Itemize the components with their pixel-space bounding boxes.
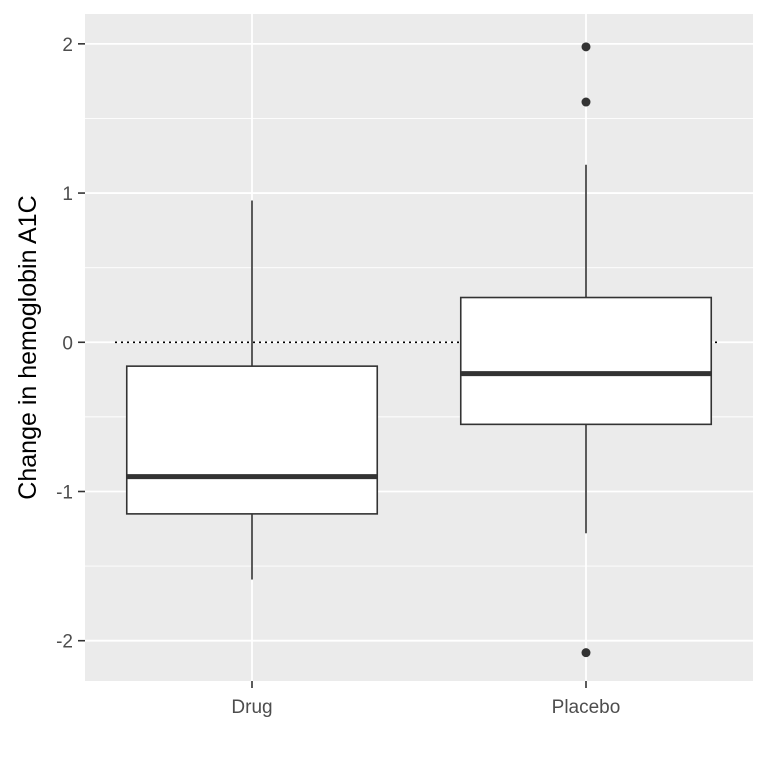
y-tick-label: -1 [56,482,73,503]
box-iqr [125,365,379,515]
outlier-point [581,97,591,107]
boxes [125,42,713,658]
box-drug [125,200,379,580]
y-tick-label: 0 [62,333,73,354]
box-placebo [459,42,713,658]
y-tick-label: 2 [62,35,73,56]
outlier-point [581,648,591,658]
y-tick-labels: 2 1 0 -1 -2 [56,35,73,653]
y-axis-title: Change in hemoglobin A1C [14,195,42,499]
box-iqr [459,296,713,426]
y-tick-label: 1 [62,184,73,205]
axis-ticks [78,43,587,688]
x-tick-labels: Drug Placebo [231,697,620,718]
y-tick-label: -2 [56,632,73,653]
x-tick-label: Placebo [552,697,621,718]
x-tick-label: Drug [231,697,272,718]
outlier-point [581,42,591,52]
